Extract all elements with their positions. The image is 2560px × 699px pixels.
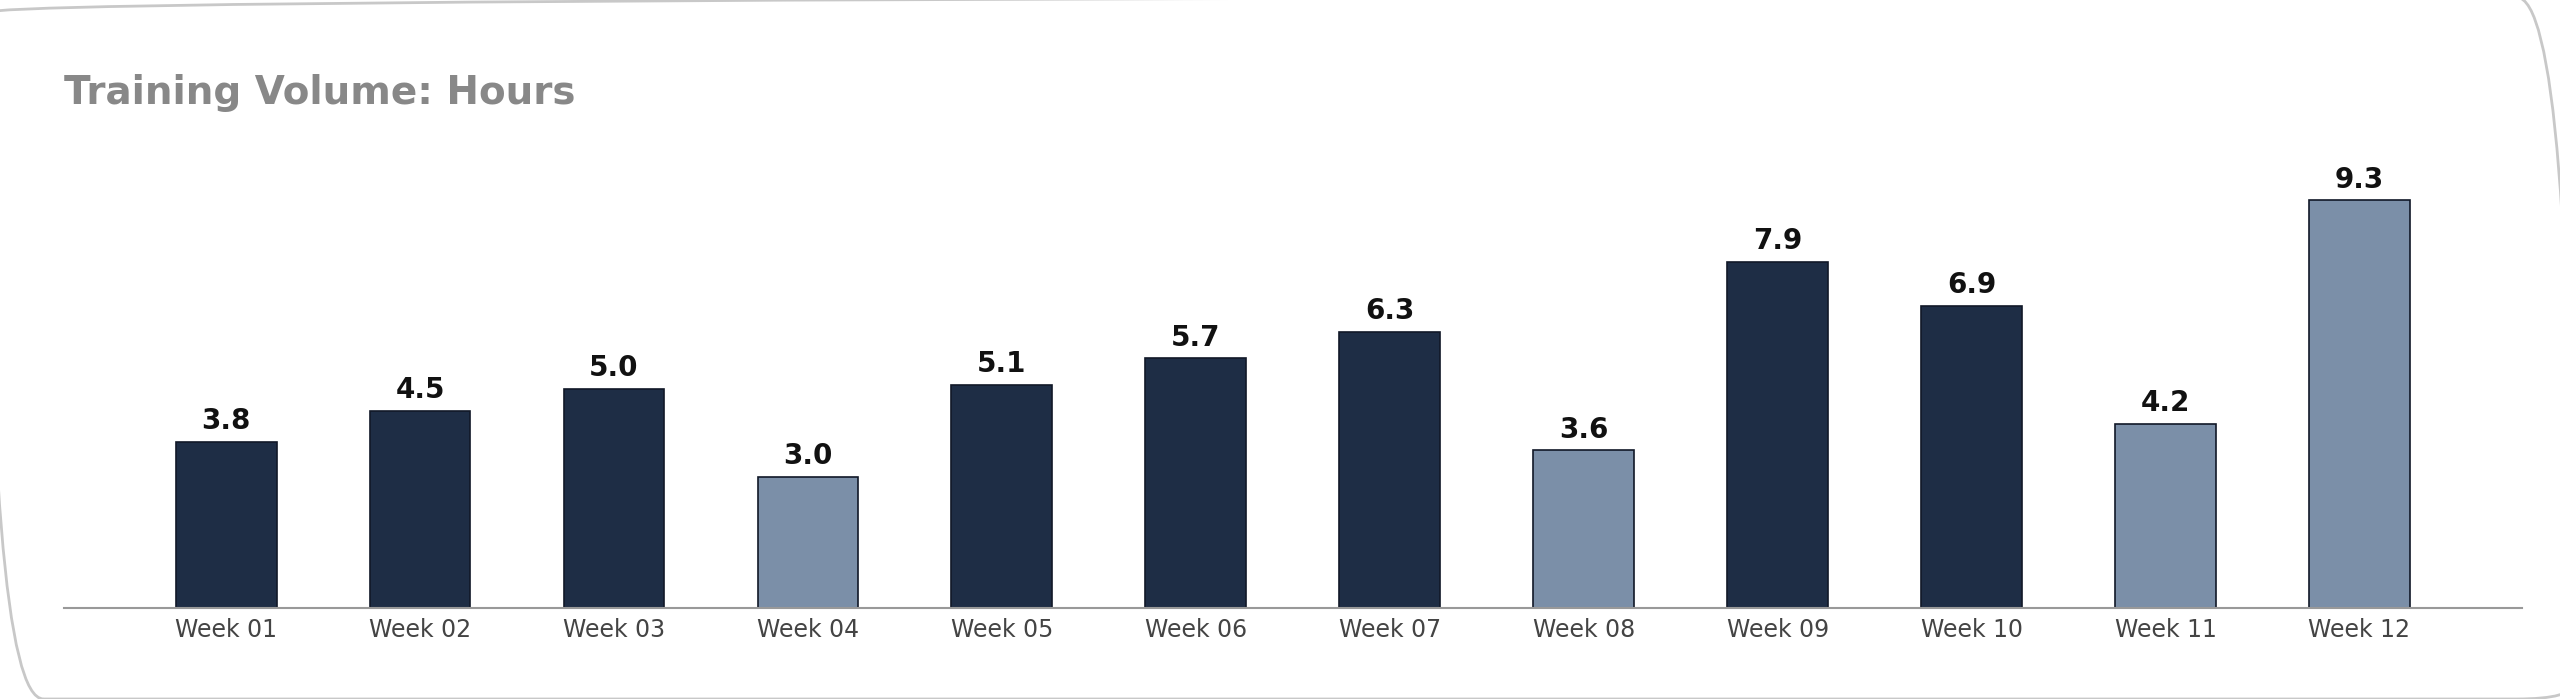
Text: 9.3: 9.3: [2335, 166, 2383, 194]
Text: 5.0: 5.0: [589, 354, 640, 382]
Bar: [1144, 358, 1247, 608]
Text: Training Volume: Hours: Training Volume: Hours: [64, 73, 576, 112]
Bar: [563, 389, 666, 608]
Text: 6.3: 6.3: [1364, 297, 1416, 325]
Text: 4.2: 4.2: [2140, 389, 2191, 417]
Bar: [177, 442, 276, 608]
Bar: [758, 477, 858, 608]
Text: 6.9: 6.9: [1948, 271, 1997, 299]
Bar: [2115, 424, 2217, 608]
Text: 7.9: 7.9: [1754, 227, 1802, 255]
Bar: [1920, 305, 2022, 608]
Bar: [2309, 201, 2409, 608]
Text: 4.5: 4.5: [394, 376, 445, 404]
Text: 5.1: 5.1: [978, 350, 1027, 378]
Bar: [1339, 332, 1441, 608]
Text: 3.8: 3.8: [202, 407, 251, 435]
Bar: [1728, 261, 1828, 608]
Bar: [1533, 450, 1633, 608]
Bar: [369, 411, 471, 608]
Bar: [952, 384, 1052, 608]
Text: 3.0: 3.0: [783, 442, 832, 470]
Text: 3.6: 3.6: [1559, 416, 1608, 444]
Text: 5.7: 5.7: [1170, 324, 1221, 352]
